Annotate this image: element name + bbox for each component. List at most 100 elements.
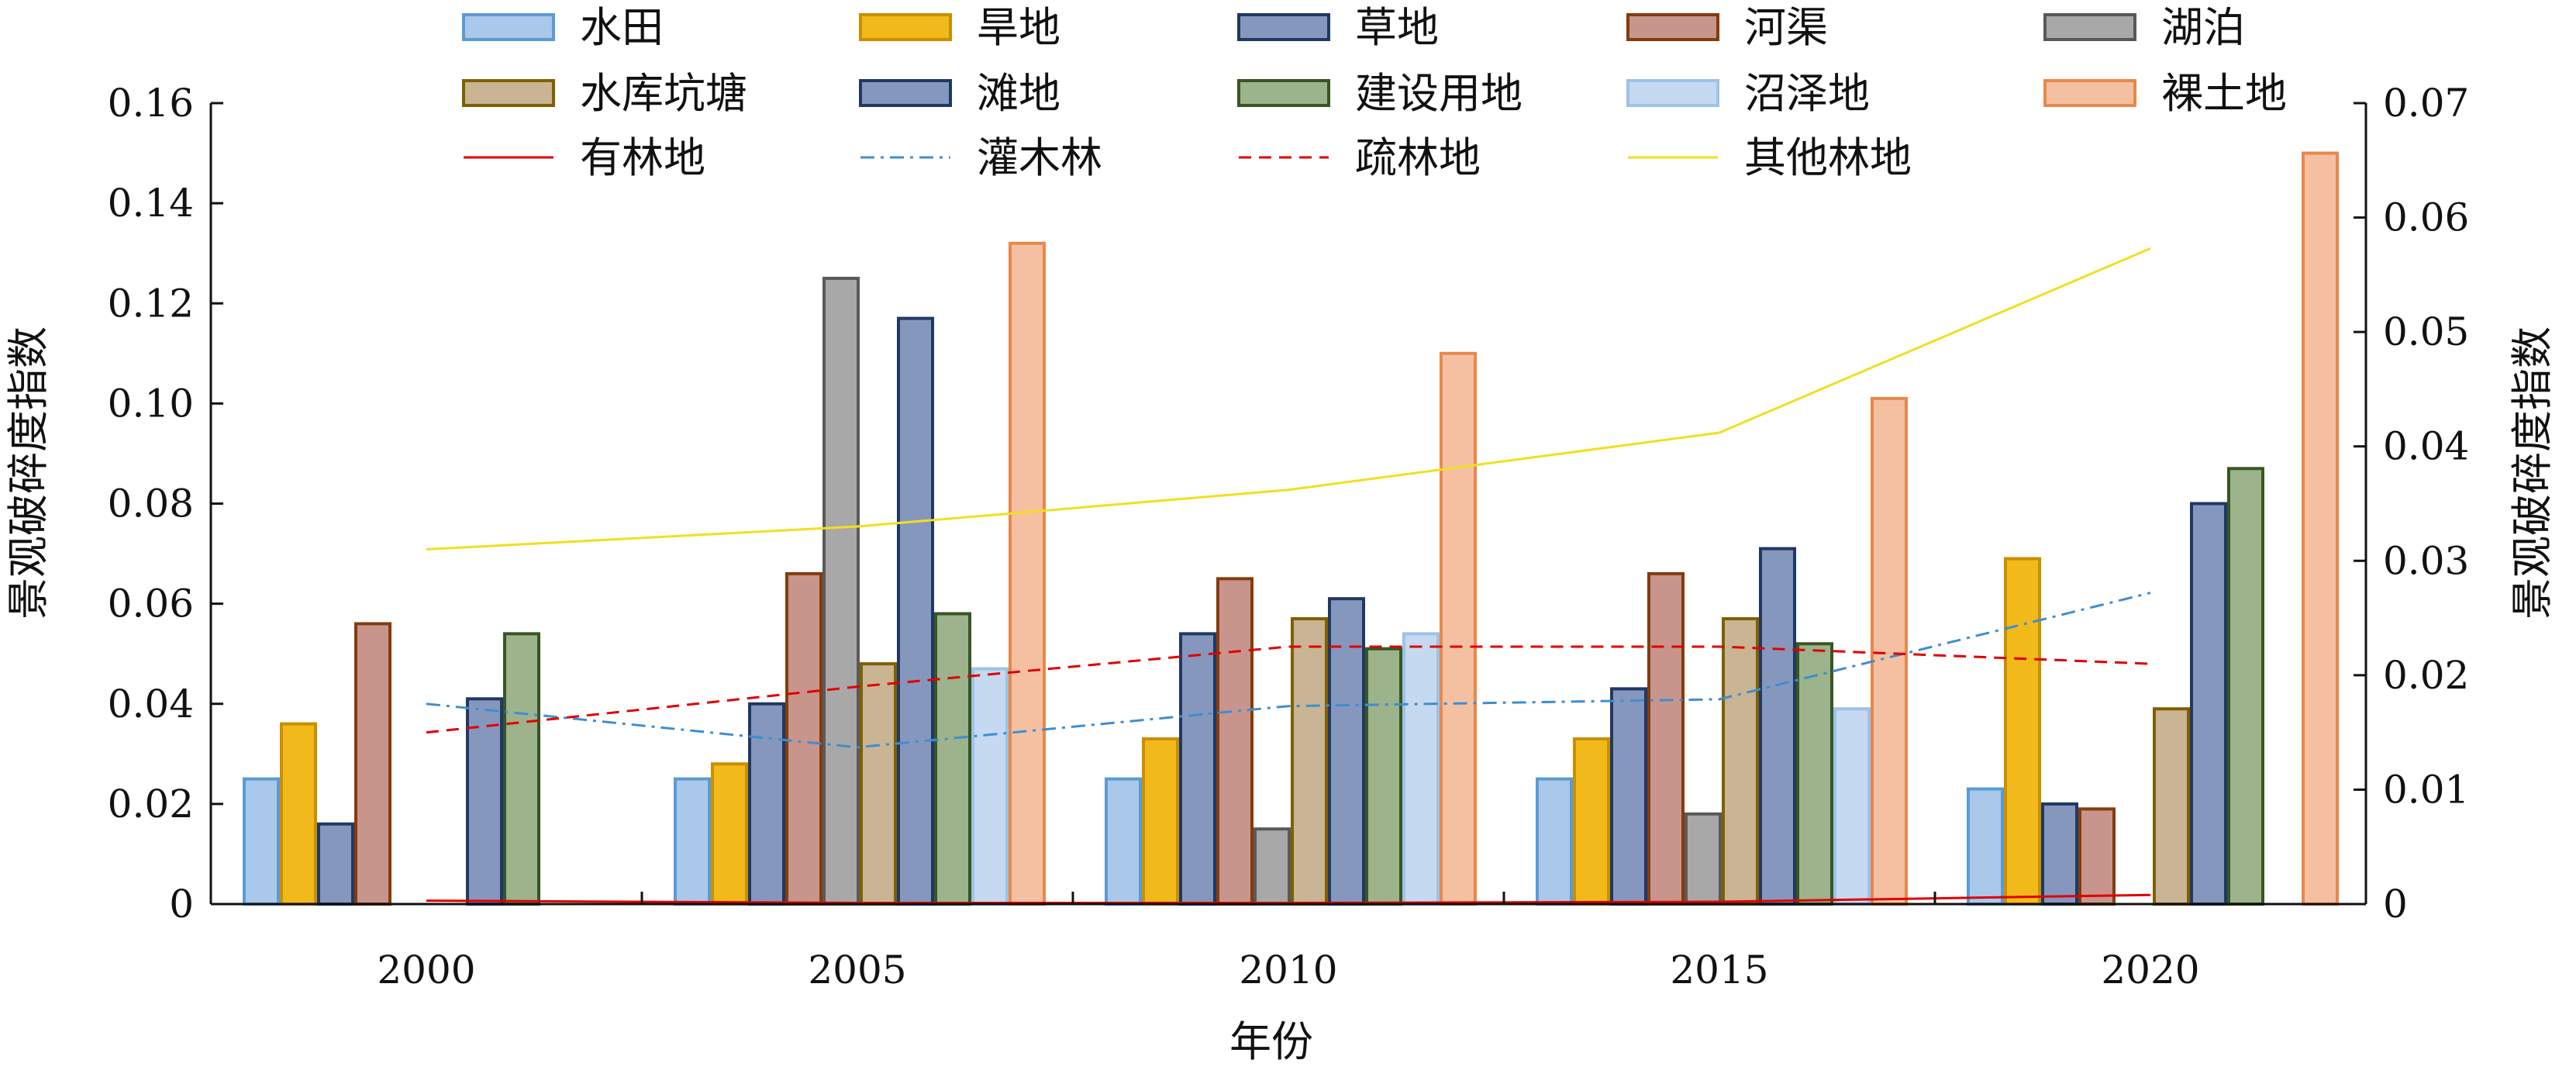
bar-旱地-2020	[2004, 557, 2041, 906]
y-right-tick-label: 0	[2383, 882, 2408, 927]
bar-旱地-2005	[711, 762, 748, 906]
y-left-tick-label: 0	[169, 882, 194, 927]
legend-label-裸土地: 裸土地	[2161, 69, 2287, 118]
line-其他林地	[426, 247, 2151, 551]
bar-草地-2020	[2041, 802, 2078, 906]
axes-group: 0 0.02 0.04 0.06 0.08 0.10 0.12 0.14 0.16 0 0.01 0.…	[108, 81, 2470, 992]
y-left-tick-label: 0.06	[108, 582, 194, 626]
y-left-tick-label: 0.10	[108, 381, 194, 426]
legend-label-滩地: 滩地	[977, 69, 1060, 118]
bar-滩地-2020	[2190, 502, 2227, 906]
bar-滩地-2015	[1759, 547, 1796, 906]
legend-label-水库坑塘: 水库坑塘	[580, 69, 747, 118]
y-right-tick-label: 0.04	[2383, 424, 2469, 469]
bar-裸土地-2005	[1009, 241, 1046, 906]
legend-swatch-河渠	[1626, 13, 1719, 41]
y-left-tick-label: 0.12	[108, 281, 194, 326]
y-right-tick-label: 0.02	[2383, 653, 2469, 698]
legend-swatch-旱地	[859, 13, 952, 41]
y-right-tick-label: 0.06	[2383, 195, 2469, 240]
y-left-tick-label: 0.14	[108, 181, 194, 226]
line-灌木林	[426, 592, 2151, 749]
bar-水库坑塘-2005	[860, 662, 897, 906]
bar-湖泊-2005	[822, 276, 860, 906]
y-right-tick-label: 0.01	[2383, 767, 2469, 812]
legend-label-其他林地: 其他林地	[1744, 133, 1912, 182]
bar-河渠-2010	[1216, 577, 1254, 906]
bar-湖泊-2015	[1685, 812, 1722, 906]
bar-裸土地-2020	[2302, 151, 2339, 906]
y-right-tick-label: 0.05	[2383, 309, 2469, 354]
bar-旱地-2000	[280, 722, 317, 906]
bars-group	[243, 151, 2339, 906]
legend-label-河渠: 河渠	[1744, 3, 1828, 52]
bar-建设用地-2020	[2227, 467, 2264, 906]
bar-河渠-2015	[1647, 571, 1685, 906]
bar-裸土地-2015	[1871, 396, 1908, 906]
bar-水田-2010	[1105, 777, 1142, 906]
bar-滩地-2010	[1328, 597, 1365, 906]
y-right-tick-label: 0.03	[2383, 538, 2469, 583]
legend-label-草地: 草地	[1355, 3, 1439, 52]
bar-水库坑塘-2020	[2153, 707, 2190, 906]
bar-建设用地-2010	[1365, 647, 1402, 906]
legend-swatch-建设用地	[1237, 79, 1330, 107]
legend-swatch-沼泽地	[1626, 79, 1719, 107]
legend-label-旱地: 旱地	[977, 3, 1060, 52]
bar-草地-2010	[1179, 632, 1216, 906]
x-tick-label: 2010	[1239, 947, 1337, 992]
bar-水田-2000	[243, 777, 280, 906]
bar-建设用地-2005	[934, 612, 971, 906]
y-axis-right-title: 景观破碎度指数	[2508, 326, 2557, 620]
bar-河渠-2020	[2078, 807, 2116, 906]
legend-swatch-草地	[1237, 13, 1330, 41]
bar-草地-2015	[1610, 687, 1647, 906]
y-left-tick-label: 0.02	[108, 782, 194, 827]
x-axis-title: 年份	[1229, 1017, 1313, 1066]
bar-湖泊-2010	[1254, 827, 1291, 906]
bar-河渠-2000	[354, 622, 391, 906]
legend-label-湖泊: 湖泊	[2161, 3, 2245, 52]
bar-沼泽地-2015	[1833, 707, 1871, 906]
bar-河渠-2005	[785, 571, 822, 906]
bar-滩地-2005	[897, 316, 934, 906]
x-tick-label: 2000	[377, 947, 475, 992]
y-left-tick-label: 0.16	[108, 81, 194, 126]
bar-水田-2015	[1536, 777, 1573, 906]
legend-swatch-湖泊	[2043, 13, 2136, 41]
x-tick-label: 2015	[1670, 947, 1768, 992]
bar-滩地-2000	[466, 697, 503, 906]
legend-label-水田: 水田	[580, 3, 664, 52]
bar-旱地-2015	[1573, 737, 1610, 906]
bar-水库坑塘-2015	[1722, 616, 1759, 906]
y-right-tick-label: 0.07	[2383, 81, 2469, 126]
bar-水田-2005	[674, 777, 711, 906]
bar-建设用地-2000	[503, 632, 540, 906]
bar-草地-2005	[748, 702, 785, 906]
y-axis-left-title: 景观破碎度指数	[4, 326, 53, 620]
x-tick-label: 2005	[808, 947, 906, 992]
legend-label-建设用地: 建设用地	[1355, 69, 1522, 118]
line-疏林地	[426, 645, 2151, 734]
legend-swatch-滩地	[859, 79, 952, 107]
bar-水田-2020	[1967, 787, 2004, 906]
legend-label-沼泽地: 沼泽地	[1744, 69, 1870, 118]
legend-swatch-水库坑塘	[462, 79, 555, 107]
legend-label-灌木林: 灌木林	[977, 133, 1102, 182]
legend-swatch-裸土地	[2043, 79, 2136, 107]
bar-旱地-2010	[1142, 737, 1179, 906]
legend-label-疏林地: 疏林地	[1355, 133, 1481, 182]
bar-建设用地-2015	[1796, 642, 1833, 906]
bar-水库坑塘-2010	[1291, 616, 1328, 906]
bar-裸土地-2010	[1440, 351, 1477, 906]
bar-草地-2000	[317, 822, 354, 906]
bar-沼泽地-2010	[1402, 632, 1440, 906]
y-left-tick-label: 0.08	[108, 482, 194, 526]
legend-label-有林地: 有林地	[580, 133, 705, 182]
y-left-tick-label: 0.04	[108, 682, 194, 727]
legend-swatch-水田	[462, 13, 555, 41]
bar-沼泽地-2005	[971, 667, 1009, 906]
x-tick-label: 2020	[2101, 947, 2199, 992]
